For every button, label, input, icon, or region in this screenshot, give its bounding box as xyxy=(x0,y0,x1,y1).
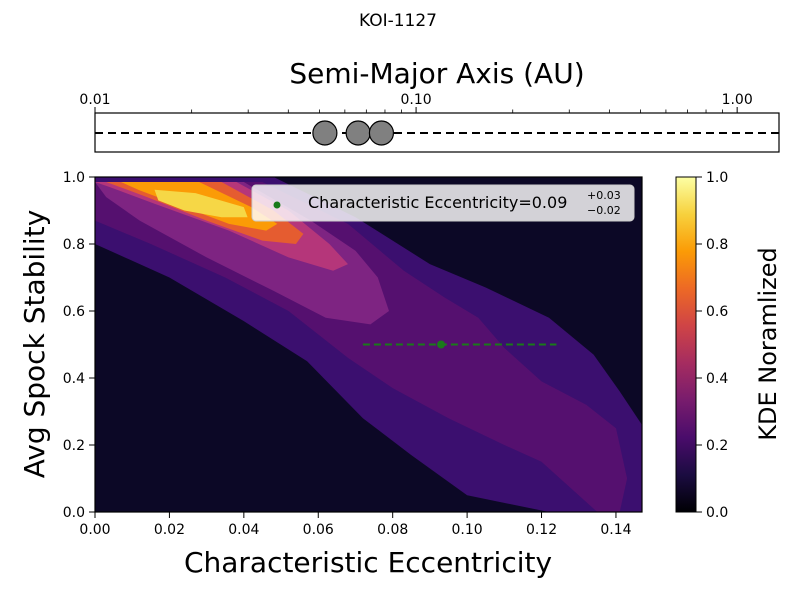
x-tick-label: 0.14 xyxy=(600,522,631,538)
planet-markers xyxy=(95,120,779,146)
main-x-ticks: 0.00 0.02 0.04 0.06 0.08 0.10 0.12 0.14 xyxy=(79,512,632,538)
x-tick-label: 0.02 xyxy=(154,522,185,538)
planet-marker xyxy=(368,120,395,146)
eccentricity-point xyxy=(437,340,446,349)
top-tick-label: 0.01 xyxy=(79,92,110,108)
main-y-ticks: 0.0 0.2 0.4 0.6 0.8 1.0 xyxy=(63,170,95,521)
top-axis-ticks: 0.01 0.10 1.00 xyxy=(79,92,753,113)
y-tick-label: 0.4 xyxy=(63,371,85,387)
main-plot-frame xyxy=(94,176,643,513)
legend-sup: +0.03 xyxy=(587,189,621,202)
colorbar-tick-label: 1.0 xyxy=(706,170,728,186)
x-tick-label: 0.08 xyxy=(377,522,408,538)
kde-level-region xyxy=(95,182,348,271)
colorbar-tick-label: 0.2 xyxy=(706,438,728,454)
y-tick-label: 0.6 xyxy=(63,304,85,320)
x-tick-label: 0.00 xyxy=(79,522,110,538)
y-tick-label: 1.0 xyxy=(63,170,85,186)
eccentricity-errorbar xyxy=(362,340,557,349)
x-tick-label: 0.04 xyxy=(228,522,259,538)
colorbar-tick-label: 0.0 xyxy=(706,505,728,521)
colorbar-tick-label: 0.4 xyxy=(706,371,728,387)
x-tick-label: 0.06 xyxy=(303,522,334,538)
top-axis-label: Semi-Major Axis (AU) xyxy=(289,57,584,90)
legend-box xyxy=(251,184,635,222)
colorbar xyxy=(675,176,697,513)
colorbar-tick-label: 0.6 xyxy=(706,304,728,320)
colorbar-label: KDE Noramlized xyxy=(754,247,782,441)
main-y-axis-label: Avg Spock Stability xyxy=(18,210,51,479)
y-tick-label: 0.2 xyxy=(63,438,85,454)
legend-sub: −0.02 xyxy=(587,204,621,217)
main-x-axis-label: Characteristic Eccentricity xyxy=(184,546,552,579)
planet-marker xyxy=(345,120,371,146)
colorbar-ticks: 0.0 0.2 0.4 0.6 0.8 1.0 xyxy=(696,170,728,521)
legend-marker xyxy=(273,201,281,209)
legend: Characteristic Eccentricity=0.09 +0.03 −… xyxy=(251,184,635,222)
top-tick-label: 1.00 xyxy=(722,92,753,108)
planet-marker xyxy=(312,120,338,146)
kde-level-region xyxy=(95,182,389,325)
top-tick-label: 0.10 xyxy=(400,92,431,108)
y-tick-label: 0.8 xyxy=(63,237,85,253)
figure-title: KOI-1127 xyxy=(359,11,437,31)
x-tick-label: 0.10 xyxy=(452,522,483,538)
y-tick-label: 0.0 xyxy=(63,505,85,521)
top-panel-frame xyxy=(94,112,780,153)
kde-level-region xyxy=(154,189,248,218)
x-tick-label: 0.12 xyxy=(526,522,557,538)
legend-label: Characteristic Eccentricity=0.09 xyxy=(308,193,567,212)
colorbar-tick-label: 0.8 xyxy=(706,237,728,253)
legend-label-main: Characteristic Eccentricity=0.09 xyxy=(308,193,567,212)
